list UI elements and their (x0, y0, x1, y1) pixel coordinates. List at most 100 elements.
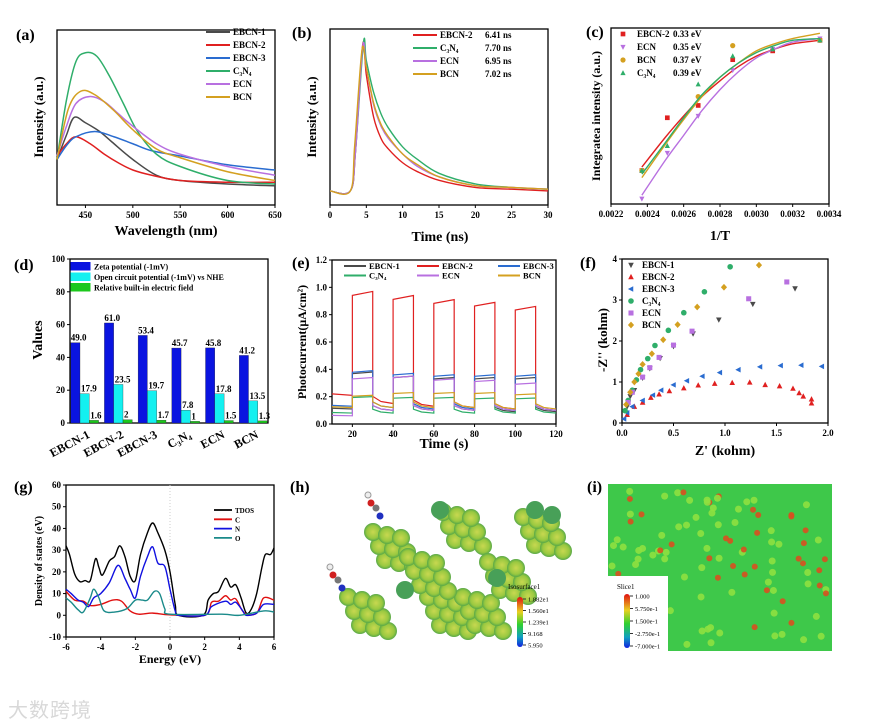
surface-lobe (373, 608, 391, 626)
atom-spot (675, 523, 683, 531)
legend-marker (627, 286, 634, 292)
bar-value-label: 17.9 (81, 384, 97, 394)
atom-spot (639, 544, 647, 552)
atom-spot (769, 568, 777, 576)
x-tick-label: 1.5 (771, 428, 783, 438)
x-tick-label: 0 (328, 210, 333, 220)
atom-spot (751, 624, 758, 631)
bar-value-label: 1.3 (259, 411, 271, 421)
atom-spot (821, 556, 828, 563)
atom-spot (666, 607, 674, 615)
atom-spot (795, 555, 802, 562)
surface-lobe (378, 526, 396, 544)
data-point (639, 167, 645, 173)
atom-spot (740, 546, 747, 553)
x-axis-label: 1/T (710, 229, 731, 244)
atom-spot (769, 586, 777, 594)
legend-label: EBCN-1 (642, 260, 675, 270)
plot-frame (69, 258, 269, 424)
x-tick-label: 100 (509, 429, 523, 439)
atom-spot (680, 489, 687, 496)
surface-lobe (554, 542, 572, 560)
atom-spot (716, 629, 724, 637)
bar (214, 393, 225, 424)
series-line-BCN (331, 391, 557, 410)
bar-value-label: 13.5 (250, 391, 266, 401)
atom-spot (817, 632, 825, 640)
atom-spot (657, 547, 664, 554)
data-point (629, 403, 635, 410)
surface-lobe (427, 554, 445, 572)
legend-label: C₃N₄ (369, 271, 387, 281)
atom-spot (715, 554, 723, 562)
legend-label: Relative built-in electric field (94, 284, 194, 293)
data-point (648, 350, 655, 358)
legend-label: BCN (642, 320, 662, 330)
series-line-BCN (56, 89, 276, 182)
fit-line-EBCN-2 (641, 39, 821, 168)
bar-value-label: 1.6 (90, 410, 102, 420)
y-tick-label: 2 (613, 336, 618, 346)
data-point (750, 301, 756, 308)
legend-label: ECN (637, 42, 657, 52)
data-point (808, 400, 815, 406)
x-tick-label: 0.0026 (671, 209, 696, 219)
data-point (681, 385, 687, 391)
panel-label-g: (g) (14, 479, 33, 496)
panel-label-d: (d) (14, 257, 34, 274)
x-tick-label: 0 (168, 642, 173, 652)
x-tick-label: 0.0032 (780, 209, 805, 219)
y-tick-label: 40 (52, 523, 62, 533)
surface-lobe (454, 588, 472, 606)
series-line-N (65, 546, 275, 617)
legend-label: EBCN-3 (523, 261, 554, 271)
legend-swatch (70, 262, 91, 271)
x-tick-label: 6 (272, 642, 277, 652)
atom-spot (768, 538, 776, 546)
data-point (683, 377, 690, 384)
surface-lobe (468, 591, 486, 609)
data-point (746, 379, 753, 385)
data-point (790, 385, 796, 391)
x-axis-label: Z' (kohm) (695, 444, 756, 459)
series-line-TDOS (65, 522, 275, 618)
data-point (716, 317, 722, 323)
data-point (818, 363, 825, 370)
atom-spot (804, 569, 812, 577)
panel-label-b: (b) (292, 25, 312, 42)
y-tick-label: 0 (57, 610, 62, 620)
series-line-C3N4 (56, 51, 276, 185)
atom-spot (627, 518, 634, 525)
surface-lobe (364, 523, 382, 541)
atom-spot (764, 578, 772, 586)
category-label: BCN (232, 427, 261, 451)
data-point (644, 355, 651, 362)
bar-value-label: 41.2 (239, 345, 255, 355)
atom-spot (767, 527, 775, 535)
legend-label: EBCN-1 (369, 261, 400, 271)
colorbar-title: Slice1 (617, 583, 635, 591)
legend-marker (627, 321, 635, 329)
data-point (784, 279, 790, 285)
legend-label: ECN (440, 56, 460, 66)
surface-lobe (482, 594, 500, 612)
activation-energy: 0.33 eV (673, 29, 702, 39)
nitrogen-atom (376, 512, 384, 520)
data-point (755, 261, 763, 269)
x-tick-label: 0.0024 (635, 209, 660, 219)
atom-spot (755, 511, 762, 518)
y-tick-label: 60 (56, 320, 66, 330)
atom-spot (779, 598, 786, 605)
atom-spot (722, 535, 729, 542)
data-point (730, 68, 736, 74)
panel-label-h: (h) (290, 479, 310, 496)
atom-spot (626, 510, 634, 518)
colorbar-tick-label: 5.750e-1 (635, 606, 658, 613)
legend-label: ECN (233, 79, 253, 89)
atom-spot (822, 590, 829, 597)
bar-value-label: 1 (191, 411, 196, 421)
x-tick-label: -6 (62, 642, 70, 652)
legend-label: C (235, 516, 240, 524)
panel-label-f: (f) (580, 255, 596, 272)
x-tick-label: 0.0 (616, 428, 628, 438)
